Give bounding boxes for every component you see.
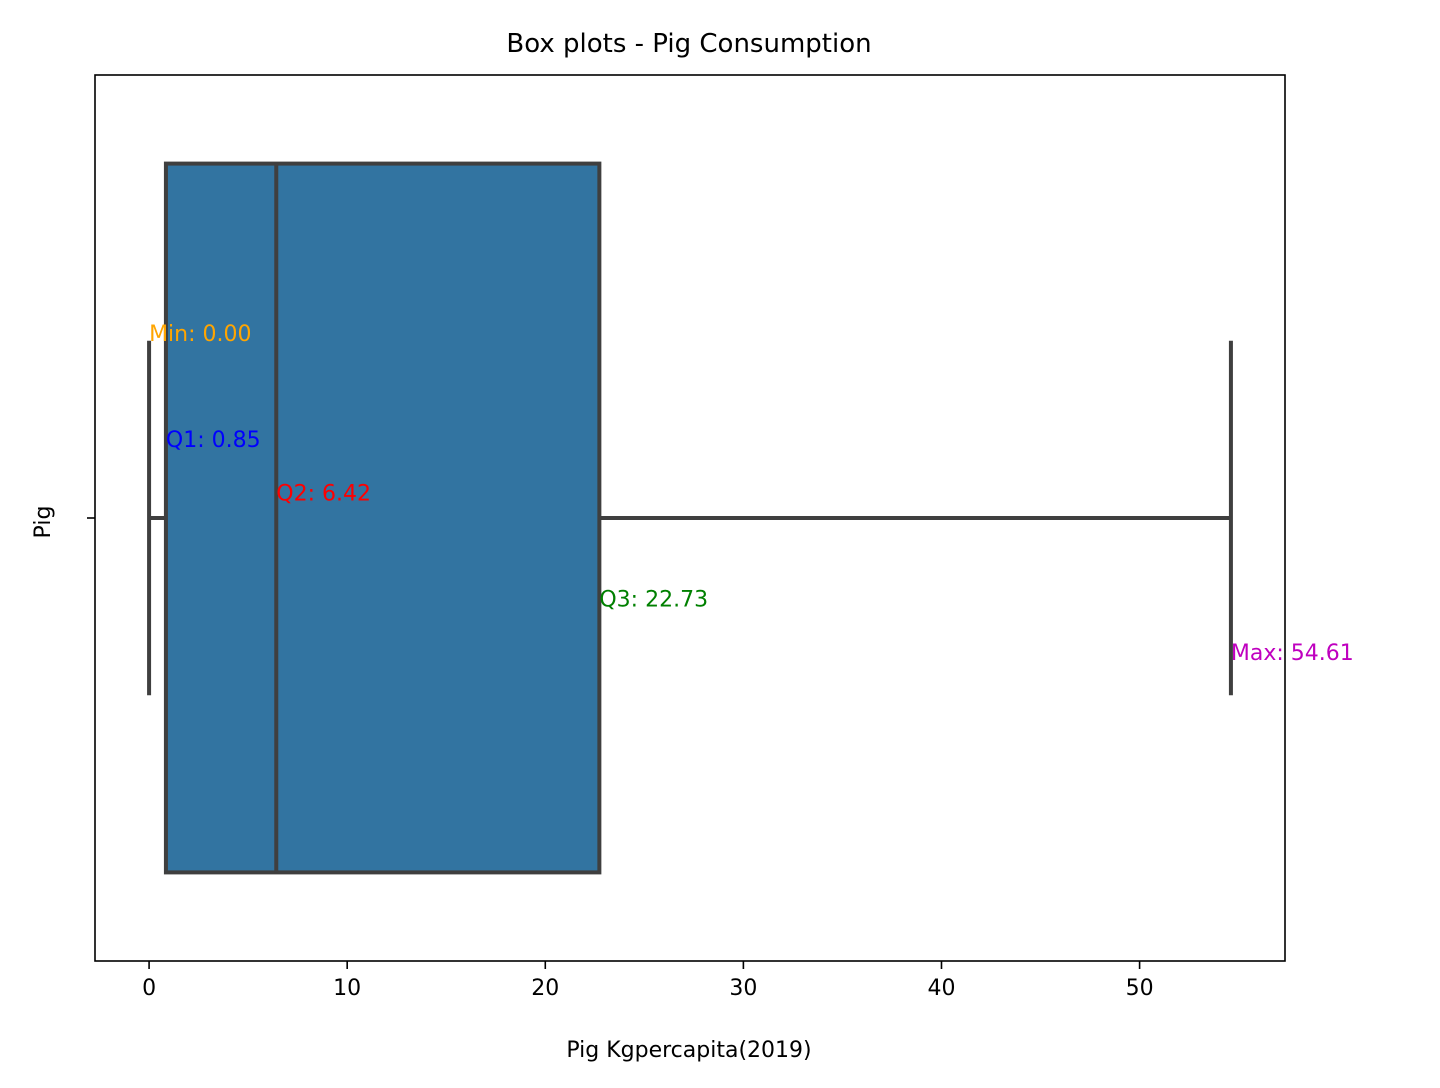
annotation-label: Q3: 22.73	[599, 588, 708, 613]
x-axis-label: Pig Kgpercapita(2019)	[566, 1038, 811, 1063]
x-axis-ticks: 0 10 20 30 40 50	[142, 961, 1154, 1001]
annotation-label: Q1: 0.85	[166, 428, 261, 453]
x-tick-label: 50	[1126, 976, 1154, 1001]
x-tick-label: 30	[729, 976, 757, 1001]
chart-title: Box plots - Pig Consumption	[506, 29, 871, 59]
y-axis-label: Pig	[31, 506, 56, 539]
x-tick-label: 10	[333, 976, 361, 1001]
plot-area	[147, 161, 1233, 875]
annotation-label: Min: 0.00	[149, 322, 251, 347]
x-tick-label: 20	[531, 976, 559, 1001]
annotation-label: Max: 54.61	[1231, 641, 1354, 666]
iqr-box	[163, 161, 602, 875]
annotations: Min: 0.00 Q1: 0.85 Q2: 6.42 Q3: 22.73 Max: 5…	[149, 322, 1354, 666]
x-tick-label: 0	[142, 976, 156, 1001]
annotation-label: Q2: 6.42	[276, 481, 371, 506]
x-tick-label: 40	[927, 976, 955, 1001]
